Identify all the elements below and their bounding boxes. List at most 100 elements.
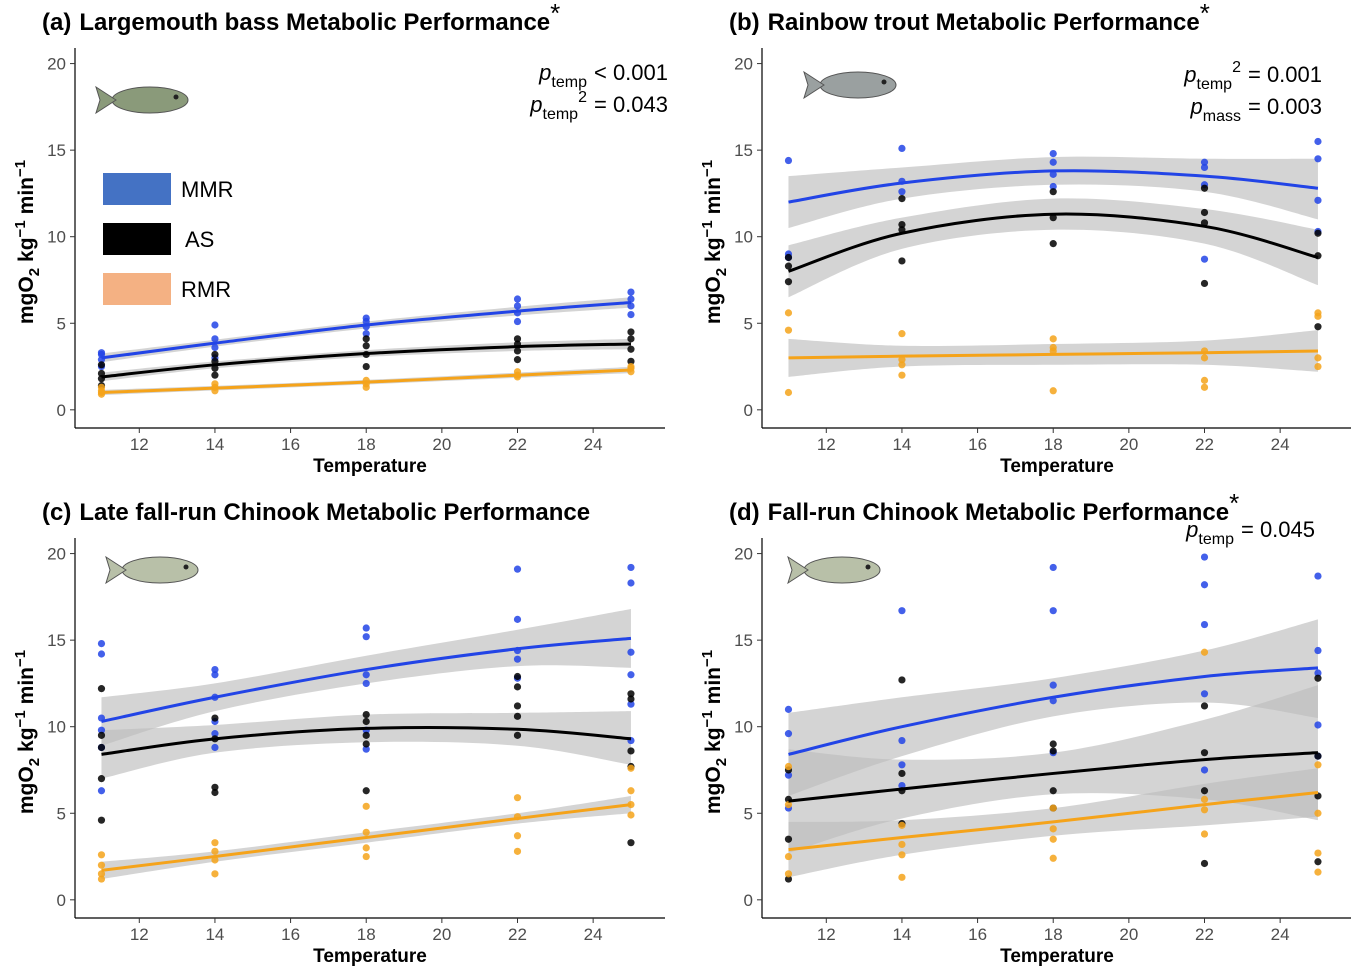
data-point (1200, 279, 1209, 288)
data-point (211, 730, 219, 738)
fit-line (101, 726, 632, 756)
legend-swatch (103, 223, 171, 255)
data-point (1314, 669, 1322, 677)
data-point (627, 648, 635, 656)
y-axis-label: mgO2kg−1min−1 (699, 650, 730, 814)
legend-label: RMR (181, 277, 231, 302)
fish-eye (183, 564, 189, 570)
x-tick-label: 24 (584, 925, 603, 944)
x-tick-label: 20 (432, 925, 451, 944)
data-point (362, 671, 370, 679)
data-point (1200, 208, 1209, 217)
x-tick-label: 14 (892, 435, 911, 454)
data-point (1314, 809, 1322, 817)
title-text: Fall-run Chinook Metabolic Performance (768, 499, 1229, 526)
y-label-unit: kg (15, 237, 38, 262)
annotation-text: < 0.001 (594, 60, 668, 85)
y-label-unit: min (15, 177, 38, 214)
data-point (1049, 182, 1057, 191)
data-point (1314, 309, 1322, 317)
data-point (513, 335, 522, 343)
data-point (513, 731, 522, 739)
x-tick-label: 14 (205, 925, 224, 944)
x-axis-label: Temperature (313, 456, 427, 477)
data-point (898, 607, 906, 615)
legend-label: AS (185, 227, 214, 252)
panel: (d) Fall-run Chinook Metabolic Performanc… (699, 488, 1351, 966)
data-point (898, 371, 906, 379)
data-point (513, 565, 522, 573)
y-tick-label: 20 (47, 55, 66, 74)
data-point (627, 311, 635, 319)
y-label-sup: −1 (699, 160, 716, 177)
fit-line (788, 666, 1319, 756)
data-point (627, 811, 635, 819)
panel: (c) Late fall-run Chinook Metabolic Perfo… (12, 499, 665, 966)
x-axis-label: Temperature (313, 946, 427, 966)
data-point (211, 350, 219, 359)
data-point (1200, 859, 1209, 868)
annotation-symbol: p (529, 92, 542, 117)
data-point (898, 188, 906, 196)
title-mark: * (1200, 0, 1210, 28)
data-point (627, 690, 635, 698)
fit-line (788, 790, 1319, 852)
x-tick-label: 14 (892, 925, 911, 944)
data-point (1314, 196, 1322, 204)
annotation-symbol: p (1185, 517, 1198, 542)
y-label-sub: 2 (26, 268, 43, 276)
data-point (898, 676, 906, 684)
data-point (1314, 362, 1322, 371)
y-tick-label: 15 (47, 631, 66, 650)
x-tick-label: 12 (130, 435, 149, 454)
data-point (784, 801, 793, 809)
annotation: ptemp < 0.001 (538, 60, 668, 91)
x-axis-label: Temperature (1000, 456, 1114, 477)
data-point (1049, 835, 1057, 843)
data-point (1200, 553, 1209, 561)
data-point (211, 714, 219, 722)
data-point (97, 851, 106, 859)
fit-line (101, 342, 631, 379)
x-tick-label: 22 (508, 925, 527, 944)
y-label-sub: 2 (713, 268, 730, 276)
data-point (627, 345, 635, 353)
x-tick-label: 18 (1044, 435, 1063, 454)
data-point (362, 717, 370, 726)
y-tick-label: 15 (734, 141, 753, 160)
y-tick-label: 10 (47, 718, 66, 737)
data-point (784, 730, 793, 738)
data-point (1049, 150, 1057, 158)
y-tick-label: 15 (734, 631, 753, 650)
data-point (362, 745, 370, 753)
x-tick-label: 18 (357, 925, 376, 944)
data-point (1200, 581, 1209, 589)
data-point (362, 362, 370, 371)
x-tick-label: 24 (1271, 925, 1290, 944)
x-tick-label: 22 (1195, 435, 1214, 454)
data-point (211, 335, 219, 343)
panel-label: (a) (42, 9, 71, 36)
data-point (97, 650, 106, 658)
data-point (627, 787, 635, 795)
data-point (627, 328, 635, 336)
data-point (1049, 158, 1057, 166)
data-point (97, 640, 106, 648)
data-point (1049, 740, 1057, 748)
x-tick-label: 16 (968, 925, 987, 944)
data-point (627, 295, 635, 303)
y-label-unit: kg (702, 727, 725, 752)
data-point (362, 828, 370, 836)
chart-title: (b) Rainbow trout Metabolic Performance* (729, 0, 1210, 36)
y-tick-label: 20 (734, 545, 753, 564)
data-point (784, 262, 793, 270)
fish-tail (105, 555, 127, 585)
fit-line (101, 368, 632, 395)
data-point (97, 743, 106, 752)
data-point (513, 683, 522, 691)
y-axis-label: mgO2kg−1min−1 (12, 650, 43, 814)
data-point (362, 731, 370, 739)
data-point (627, 579, 635, 587)
data-point (513, 317, 522, 326)
data-point (211, 743, 219, 752)
